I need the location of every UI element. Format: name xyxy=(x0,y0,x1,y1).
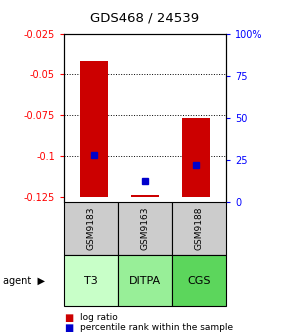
Bar xyxy=(118,255,172,306)
Text: DITPA: DITPA xyxy=(129,276,161,286)
Text: agent  ▶: agent ▶ xyxy=(3,276,45,286)
Bar xyxy=(64,202,118,255)
Text: ■: ■ xyxy=(64,323,73,333)
Text: GSM9183: GSM9183 xyxy=(86,207,95,250)
Text: CGS: CGS xyxy=(187,276,211,286)
Bar xyxy=(172,202,226,255)
Text: log ratio: log ratio xyxy=(80,313,117,322)
Bar xyxy=(118,202,172,255)
Text: GSM9188: GSM9188 xyxy=(195,207,204,250)
Text: GSM9163: GSM9163 xyxy=(140,207,150,250)
Bar xyxy=(64,255,118,306)
Text: GDS468 / 24539: GDS468 / 24539 xyxy=(90,12,200,25)
Text: percentile rank within the sample: percentile rank within the sample xyxy=(80,323,233,332)
Text: ■: ■ xyxy=(64,312,73,323)
Bar xyxy=(80,61,108,197)
Bar xyxy=(172,255,226,306)
Bar xyxy=(182,118,210,197)
Bar xyxy=(131,195,159,197)
Text: T3: T3 xyxy=(84,276,98,286)
